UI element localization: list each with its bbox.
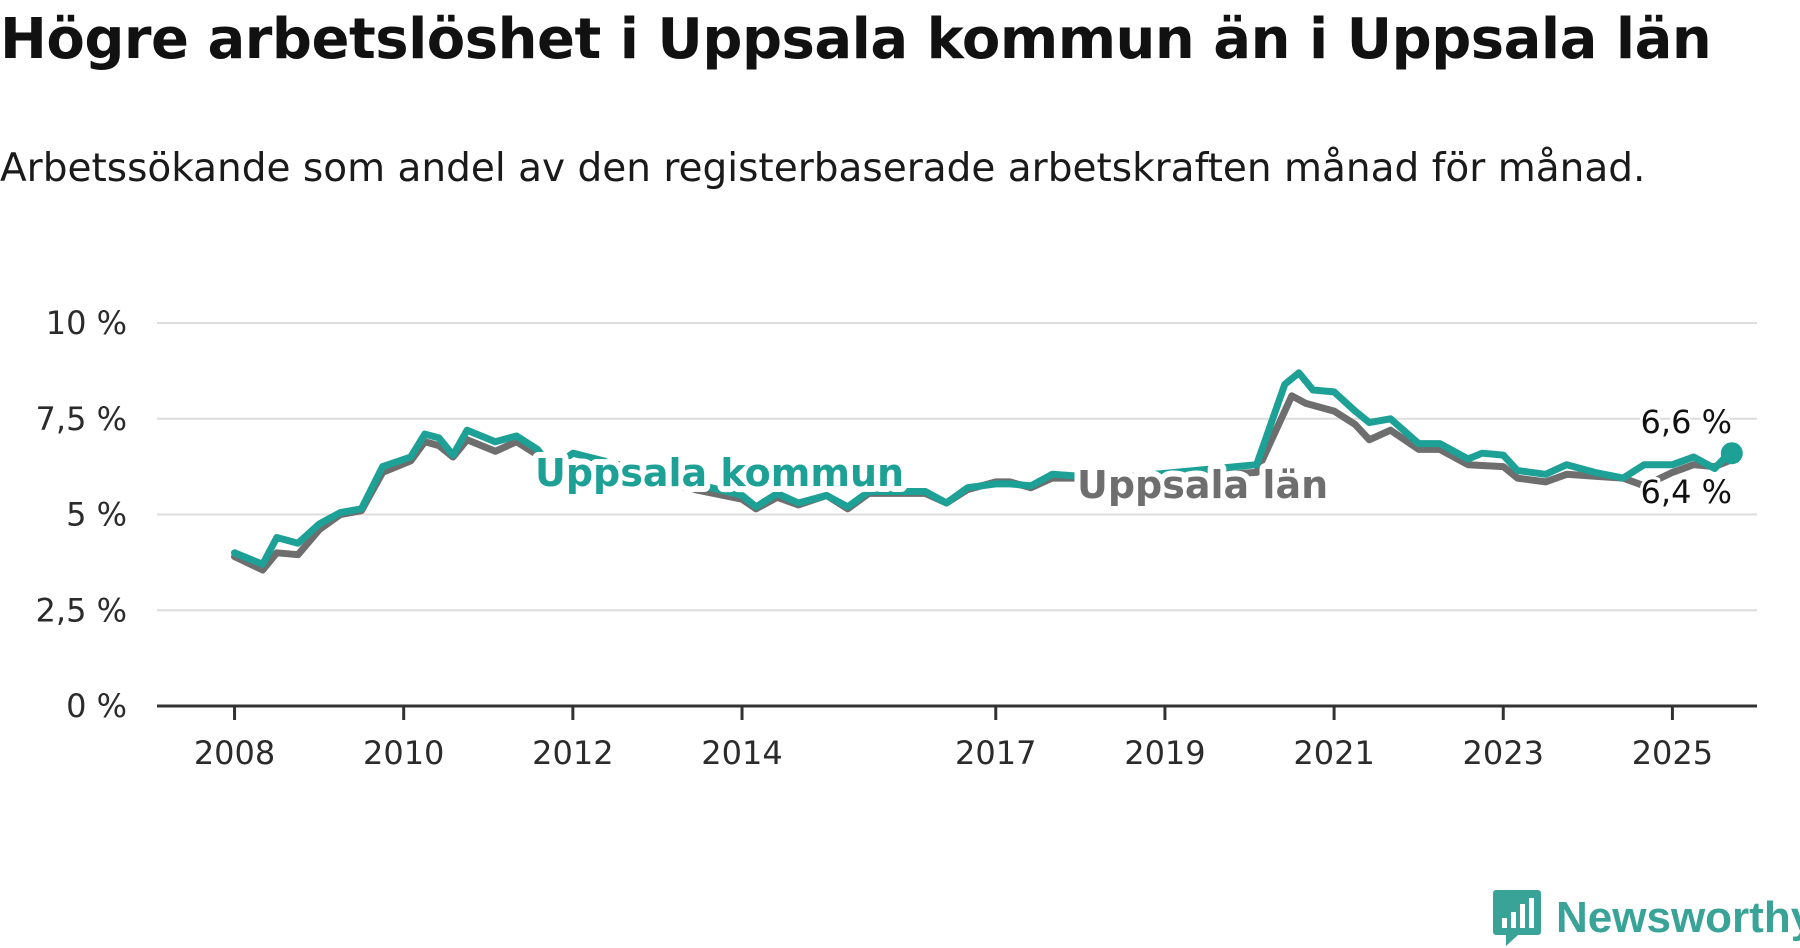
end-label-uppsala-lan: 6,4 % <box>1641 473 1732 511</box>
series-label-uppsala-lan: Uppsala län <box>1077 463 1328 507</box>
end-label-uppsala-kommun-halo: 6,6 % <box>1641 403 1732 441</box>
end-label-uppsala-kommun: 6,6 % <box>1641 403 1732 441</box>
x-axis-ticks: 2008 2010 2012 2014 2017 2019 2021 2023 2025 <box>194 706 1713 772</box>
x-tick-label: 2008 <box>194 734 275 772</box>
y-gridlines <box>157 322 1757 612</box>
brand-name: Newsworthy <box>1556 893 1800 942</box>
y-tick-label: 7,5 % <box>36 400 127 438</box>
x-tick-label: 2014 <box>701 734 782 772</box>
series-lines <box>231 369 1733 574</box>
chart-subtitle: Arbetssökande som andel av den registerb… <box>0 146 1646 191</box>
end-label-uppsala-lan-halo: 6,4 % <box>1641 473 1732 511</box>
x-tick-label: 2017 <box>955 734 1036 772</box>
brand-logo: Newsworthy <box>1492 888 1800 948</box>
y-tick-label: 0 % <box>66 687 127 725</box>
series-label-uppsala-kommun: Uppsala kommun <box>535 451 904 495</box>
newsworthy-logo-icon <box>1493 890 1541 946</box>
y-tick-label: 5 % <box>66 496 127 534</box>
x-tick-label: 2012 <box>532 734 613 772</box>
x-tick-label: 2021 <box>1293 734 1374 772</box>
chart-title: Högre arbetslöshet i Uppsala kommun än i… <box>0 7 1712 72</box>
y-tick-label: 2,5 % <box>36 591 127 629</box>
series-line-1 <box>231 369 1733 568</box>
x-tick-label: 2010 <box>363 734 444 772</box>
x-tick-label: 2023 <box>1463 734 1544 772</box>
x-tick-label: 2019 <box>1124 734 1205 772</box>
y-axis-tick-labels: 0 % 2,5 % 5 % 7,5 % 10 % <box>36 304 127 725</box>
y-tick-label: 10 % <box>46 304 127 342</box>
x-tick-label: 2025 <box>1632 734 1713 772</box>
end-point-marker <box>1720 442 1743 465</box>
series-label-uppsala-kommun-halo: Uppsala kommun <box>535 451 904 495</box>
series-label-uppsala-lan-halo: Uppsala län <box>1077 463 1328 507</box>
